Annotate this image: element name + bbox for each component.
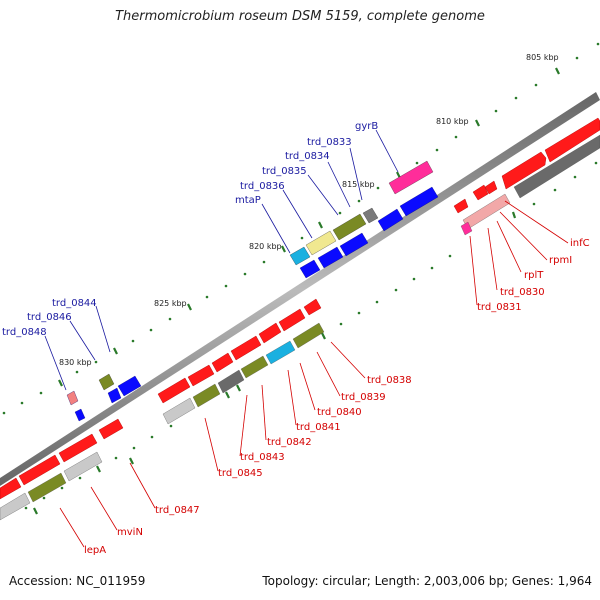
gene-label-trd_0845: trd_0845 — [218, 468, 263, 479]
gene-arrow — [472, 184, 489, 201]
gene-label-gyrB: gyrB — [355, 121, 378, 132]
gene-arrow — [399, 186, 439, 217]
gene-arrow — [460, 221, 473, 236]
gene-label-rplT: rplT — [524, 270, 544, 281]
gene-arrow — [484, 180, 498, 195]
gene-label-mviN: mviN — [117, 527, 143, 538]
gene-arrow — [240, 355, 269, 379]
gene-label-trd_0834: trd_0834 — [285, 151, 330, 162]
gene-arrow — [265, 340, 296, 365]
gene-label-rpmI: rpmI — [549, 255, 572, 266]
gene-arrow — [230, 335, 262, 361]
major-ticks — [33, 67, 560, 515]
genome-backbone — [0, 92, 600, 486]
tick-label-820: 820 kbp — [249, 242, 282, 251]
gene-label-trd_0833: trd_0833 — [307, 137, 352, 148]
gene-arrow — [501, 151, 547, 190]
reverse-strand-lane-1 — [0, 134, 600, 521]
forward-strand-lane-1 — [0, 117, 600, 500]
reverse-leaders — [59, 200, 569, 548]
gene-arrow — [462, 193, 511, 230]
tick-label-810: 810 kbp — [436, 117, 469, 126]
gene-arrow — [362, 207, 379, 224]
gene-label-trd_0848: trd_0848 — [2, 327, 47, 338]
gene-arrow — [211, 352, 234, 373]
gene-arrow — [74, 408, 86, 422]
gene-arrow — [107, 387, 122, 404]
gene-arrow — [63, 451, 103, 482]
gene-label-trd_0839: trd_0839 — [341, 392, 386, 403]
gene-arrow — [332, 213, 367, 241]
gene-label-lepA: lepA — [84, 545, 106, 556]
gene-arrow — [58, 433, 98, 463]
tick-label-805: 805 kbp — [526, 53, 559, 62]
reverse-gene-labels: infC rpmI rplT trd_0830 trd_0831 trd_083… — [84, 238, 590, 556]
forward-gene-labels: gyrB trd_0833 trd_0834 trd_0835 trd_0836… — [2, 121, 378, 338]
gene-arrow — [258, 322, 282, 344]
gene-label-trd_0835: trd_0835 — [262, 166, 307, 177]
gene-arrow — [339, 232, 369, 257]
gene-label-mtaP: mtaP — [235, 195, 261, 206]
gene-arrow — [292, 322, 325, 349]
gene-label-trd_0847: trd_0847 — [155, 505, 200, 516]
gene-arrow — [377, 208, 404, 232]
gene-label-trd_0844: trd_0844 — [52, 298, 97, 309]
gene-arrow — [317, 246, 344, 269]
gene-arrow — [157, 377, 191, 404]
gene-arrow — [98, 418, 124, 440]
gene-arrow — [187, 364, 215, 387]
gene-label-trd_0840: trd_0840 — [317, 407, 362, 418]
gene-label-trd_0831: trd_0831 — [477, 302, 522, 313]
gene-label-trd_0838: trd_0838 — [367, 375, 412, 386]
gene-arrow — [98, 373, 115, 391]
gene-arrow — [18, 454, 61, 486]
genome-stats-text: Topology: circular; Length: 2,003,006 bp… — [262, 574, 592, 588]
gene-label-trd_0843: trd_0843 — [240, 452, 285, 463]
map-title: Thermomicrobium roseum DSM 5159, complet… — [115, 9, 485, 24]
gene-arrow — [162, 397, 196, 425]
tick-label-830: 830 kbp — [59, 358, 92, 367]
gene-arrow — [299, 259, 321, 279]
gene-arrow — [27, 472, 67, 503]
gene-arrow — [66, 390, 79, 406]
gene-label-trd_0842: trd_0842 — [267, 437, 312, 448]
accession-text: Accession: NC_011959 — [9, 574, 146, 588]
gene-arrow — [453, 198, 469, 214]
forward-strand-lane-2 — [98, 160, 434, 391]
gene-arrow — [513, 134, 600, 199]
gene-arrow — [544, 117, 600, 163]
gene-label-trd_0846: trd_0846 — [27, 312, 72, 323]
gene-arrow — [192, 383, 221, 408]
outer-dot-track — [2, 42, 600, 415]
gene-arrow — [117, 375, 142, 397]
gene-label-trd_0836: trd_0836 — [240, 181, 285, 192]
gene-arrow — [0, 477, 22, 500]
gene-arrow — [278, 308, 306, 332]
gene-arrow — [388, 160, 434, 195]
gene-arrow — [305, 230, 337, 256]
gene-label-infC: infC — [570, 238, 590, 249]
gene-arrow — [303, 298, 322, 316]
inner-dot-track — [24, 161, 598, 510]
forward-strand-lane-3 — [66, 186, 439, 422]
tick-label-825: 825 kbp — [154, 299, 187, 308]
gene-label-trd_0841: trd_0841 — [296, 422, 341, 433]
gene-label-trd_0830: trd_0830 — [500, 287, 545, 298]
gene-arrow — [0, 492, 31, 521]
gene-arrow — [289, 246, 311, 266]
forward-leaders — [44, 129, 399, 391]
gene-arrow — [217, 369, 245, 394]
